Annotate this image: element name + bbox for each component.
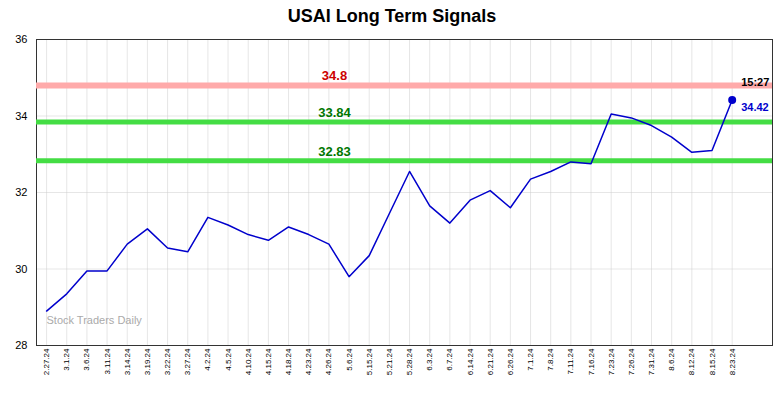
svg-text:32: 32 [15, 186, 27, 198]
svg-text:2.27.24: 2.27.24 [42, 348, 51, 375]
svg-text:5.15.24: 5.15.24 [365, 348, 374, 375]
svg-text:4.2.24: 4.2.24 [203, 348, 212, 371]
svg-text:6.14.24: 6.14.24 [466, 348, 475, 375]
svg-text:7.8.24: 7.8.24 [546, 348, 555, 371]
svg-text:6.26.24: 6.26.24 [506, 348, 515, 375]
svg-text:5.6.24: 5.6.24 [345, 348, 354, 371]
html-text:USAI Long Term Signals: USAI Long Term Signals [287, 6, 497, 26]
svg-text:3.11.24: 3.11.24 [103, 348, 112, 375]
svg-text:34.8: 34.8 [322, 68, 347, 83]
svg-text:3.14.24: 3.14.24 [123, 348, 132, 375]
svg-text:32.83: 32.83 [318, 144, 351, 159]
svg-text:4.26.24: 4.26.24 [324, 348, 333, 375]
svg-text:4.10.24: 4.10.24 [244, 348, 253, 375]
svg-text:3.6.24: 3.6.24 [82, 348, 91, 371]
svg-text:3.27.24: 3.27.24 [183, 348, 192, 375]
svg-text:6.7.24: 6.7.24 [445, 348, 454, 371]
svg-text:8.12.24: 8.12.24 [687, 348, 696, 375]
svg-text:33.84: 33.84 [318, 105, 351, 120]
svg-text:4.23.24: 4.23.24 [304, 348, 313, 375]
svg-text:5.28.24: 5.28.24 [405, 348, 414, 375]
svg-text:30: 30 [15, 263, 27, 275]
svg-text:8.23.24: 8.23.24 [728, 348, 737, 375]
svg-text:8.15.24: 8.15.24 [708, 348, 717, 375]
svg-text:5.21.24: 5.21.24 [385, 348, 394, 375]
svg-text:36: 36 [15, 33, 27, 45]
svg-text:7.1.24: 7.1.24 [526, 348, 535, 371]
svg-text:3.1.24: 3.1.24 [62, 348, 71, 371]
svg-text:3.19.24: 3.19.24 [143, 348, 152, 375]
svg-text:7.31.24: 7.31.24 [647, 348, 656, 375]
svg-text:7.16.24: 7.16.24 [587, 348, 596, 375]
svg-text:4.18.24: 4.18.24 [284, 348, 293, 375]
svg-text:Stock Traders Daily: Stock Traders Daily [47, 314, 143, 326]
svg-text:6.3.24: 6.3.24 [425, 348, 434, 371]
svg-text:4.5.24: 4.5.24 [224, 348, 233, 371]
svg-text:28: 28 [15, 339, 27, 351]
svg-text:7.11.24: 7.11.24 [566, 348, 575, 375]
svg-text:8.6.24: 8.6.24 [667, 348, 676, 371]
svg-text:34: 34 [15, 110, 27, 122]
svg-text:7.26.24: 7.26.24 [627, 348, 636, 375]
svg-text:4.15.24: 4.15.24 [264, 348, 273, 375]
svg-text:6.21.24: 6.21.24 [486, 348, 495, 375]
svg-text:3.22.24: 3.22.24 [163, 348, 172, 375]
svg-text:7.23.24: 7.23.24 [607, 348, 616, 375]
svg-text:15:27: 15:27 [741, 76, 769, 88]
svg-text:34.42: 34.42 [741, 101, 769, 113]
